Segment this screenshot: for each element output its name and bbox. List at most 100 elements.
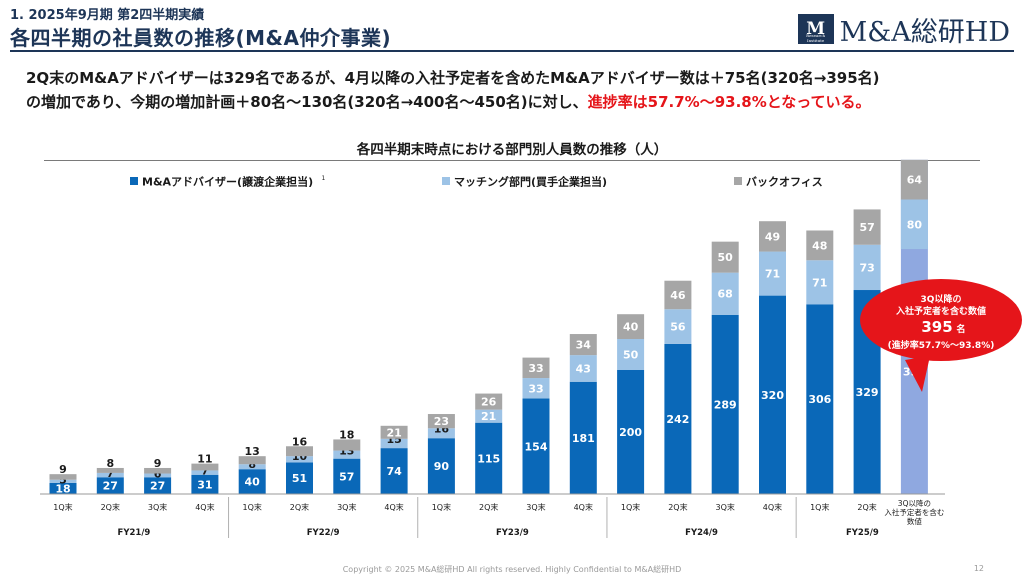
data-label-0-11: 181 — [572, 432, 595, 445]
bar-segment-1-9 — [475, 409, 503, 423]
data-label-0-5: 51 — [292, 472, 307, 485]
data-label-0-8: 90 — [434, 460, 450, 473]
bar-segment-0-2 — [144, 477, 172, 494]
data-label-2-10: 33 — [528, 362, 543, 375]
category-label-18-line-0: 3Q以降の — [898, 498, 931, 508]
data-label-2-14: 50 — [718, 251, 734, 264]
data-label-1-11: 43 — [576, 362, 591, 375]
bar-segment-1-3 — [191, 470, 219, 475]
bar-segment-0-13 — [664, 343, 692, 494]
category-label-14: 3Q末 — [716, 502, 735, 512]
callout-line-3: (進捗率57.7%～93.8%) — [888, 339, 995, 351]
fy-label-3: FY24/9 — [685, 528, 718, 538]
data-label-1-15: 71 — [765, 268, 780, 281]
data-label-0-2: 27 — [150, 480, 165, 493]
category-label-1: 2Q末 — [101, 502, 120, 512]
category-label-6: 3Q末 — [337, 502, 356, 512]
category-label-15: 4Q末 — [763, 502, 782, 512]
callout-bubble — [860, 279, 1022, 361]
bar-segment-0-5 — [286, 462, 313, 494]
bar-segment-2-4 — [238, 456, 266, 465]
data-label-1-17: 73 — [859, 261, 874, 274]
bar-segment-2-11 — [569, 334, 597, 356]
category-label-5: 2Q末 — [290, 502, 309, 512]
bar-segment-0-10 — [522, 398, 550, 494]
data-label-0-0: 18 — [55, 482, 70, 495]
bar-segment-1-17 — [853, 244, 881, 291]
section-label: 1. 2025年9月期 第2四半期実績 — [10, 8, 205, 23]
bar-segment-0-15 — [759, 295, 786, 494]
data-label-0-15: 320 — [761, 389, 784, 402]
bar-segment-2-13 — [664, 280, 692, 310]
legend-swatch-0 — [130, 177, 138, 185]
data-label-2-6: 18 — [339, 428, 354, 441]
category-label-12: 1Q末 — [621, 502, 640, 512]
callout-line-1: 3Q以降の — [921, 293, 962, 305]
data-label-1-3: 7 — [201, 464, 209, 477]
summary-highlight: 進捗率は57.7%～93.8%となっている。 — [587, 93, 871, 111]
data-label-2-18: 64 — [907, 174, 923, 187]
category-label-17: 2Q末 — [857, 502, 876, 512]
legend-label-2: バックオフィス — [746, 176, 823, 189]
data-label-1-2: 6 — [154, 468, 162, 481]
category-label-11: 4Q末 — [574, 502, 593, 512]
data-label-2-8: 23 — [434, 415, 449, 428]
chart-title: 各四半期末時点における部門別人員数の推移（人） — [356, 142, 668, 158]
data-label-0-17: 329 — [856, 386, 879, 399]
bar-segment-1-10 — [522, 378, 550, 399]
data-label-1-10: 33 — [528, 382, 543, 395]
bar-segment-2-3 — [191, 463, 219, 471]
summary-line-2: の増加であり、今期の増加計画＋80名～130名(320名→400名～450名)に… — [26, 90, 1006, 114]
bar-segment-1-2 — [144, 473, 172, 478]
bar-segment-2-14 — [711, 241, 739, 273]
category-label-0: 1Q末 — [53, 502, 72, 512]
category-label-9: 2Q末 — [479, 502, 498, 512]
bar-segment-1-6 — [333, 450, 361, 459]
page-title: 各四半期の社員数の推移(M&A仲介事業) — [10, 26, 392, 50]
bar-segment-2-18 — [900, 159, 928, 200]
category-label-13: 2Q末 — [668, 502, 687, 512]
company-logo: M Research Institute M&A総研HD — [797, 12, 1010, 48]
callout-pointer — [905, 356, 930, 392]
category-label-10: 3Q末 — [526, 502, 545, 512]
data-label-2-0: 9 — [59, 463, 67, 476]
bar-segment-0-1 — [96, 477, 124, 494]
legend-swatch-1 — [442, 177, 450, 185]
category-label-8: 1Q末 — [432, 502, 451, 512]
footer-copyright: Copyright © 2025 M&A総研HD All rights rese… — [342, 565, 682, 574]
bar-segment-1-12 — [617, 339, 645, 370]
bar-segment-2-9 — [475, 393, 503, 410]
bar-segment-0-8 — [427, 438, 455, 494]
bar-segment-1-14 — [711, 272, 739, 315]
data-label-0-9: 115 — [477, 452, 500, 465]
category-label-2: 3Q末 — [148, 502, 167, 512]
bar-segment-0-7 — [380, 448, 408, 494]
logo-text: M&A総研HD — [839, 16, 1010, 48]
title-rule — [10, 50, 1014, 52]
data-label-2-1: 8 — [106, 457, 114, 470]
logo-mark-letter: M — [806, 19, 826, 39]
bar-segment-2-16 — [806, 230, 834, 261]
data-label-2-16: 48 — [812, 239, 827, 252]
bar-segment-1-16 — [806, 260, 834, 305]
bar-segment-0-9 — [475, 422, 503, 494]
bar-segment-1-11 — [569, 355, 597, 382]
data-label-0-12: 200 — [619, 426, 642, 439]
category-label-7: 4Q末 — [384, 502, 403, 512]
data-label-2-15: 49 — [765, 230, 780, 243]
data-label-2-2: 9 — [154, 457, 162, 470]
data-label-1-13: 56 — [670, 321, 686, 334]
category-label-3: 4Q末 — [195, 502, 214, 512]
legend-footnote-0: 1 — [322, 175, 326, 182]
bar-segment-1-18 — [900, 199, 928, 250]
data-label-0-13: 242 — [666, 413, 689, 426]
bar-segment-2-6 — [333, 439, 361, 451]
category-label-18-line-1: 入社予定者を含む — [884, 507, 944, 517]
category-label-18-line-2: 数値 — [907, 516, 922, 526]
data-label-2-13: 46 — [670, 289, 686, 302]
data-label-0-6: 57 — [339, 470, 354, 483]
category-label-16: 1Q末 — [810, 502, 829, 512]
data-label-0-3: 31 — [197, 478, 212, 491]
data-label-0-16: 306 — [808, 393, 831, 406]
bar-segment-2-8 — [427, 414, 455, 429]
